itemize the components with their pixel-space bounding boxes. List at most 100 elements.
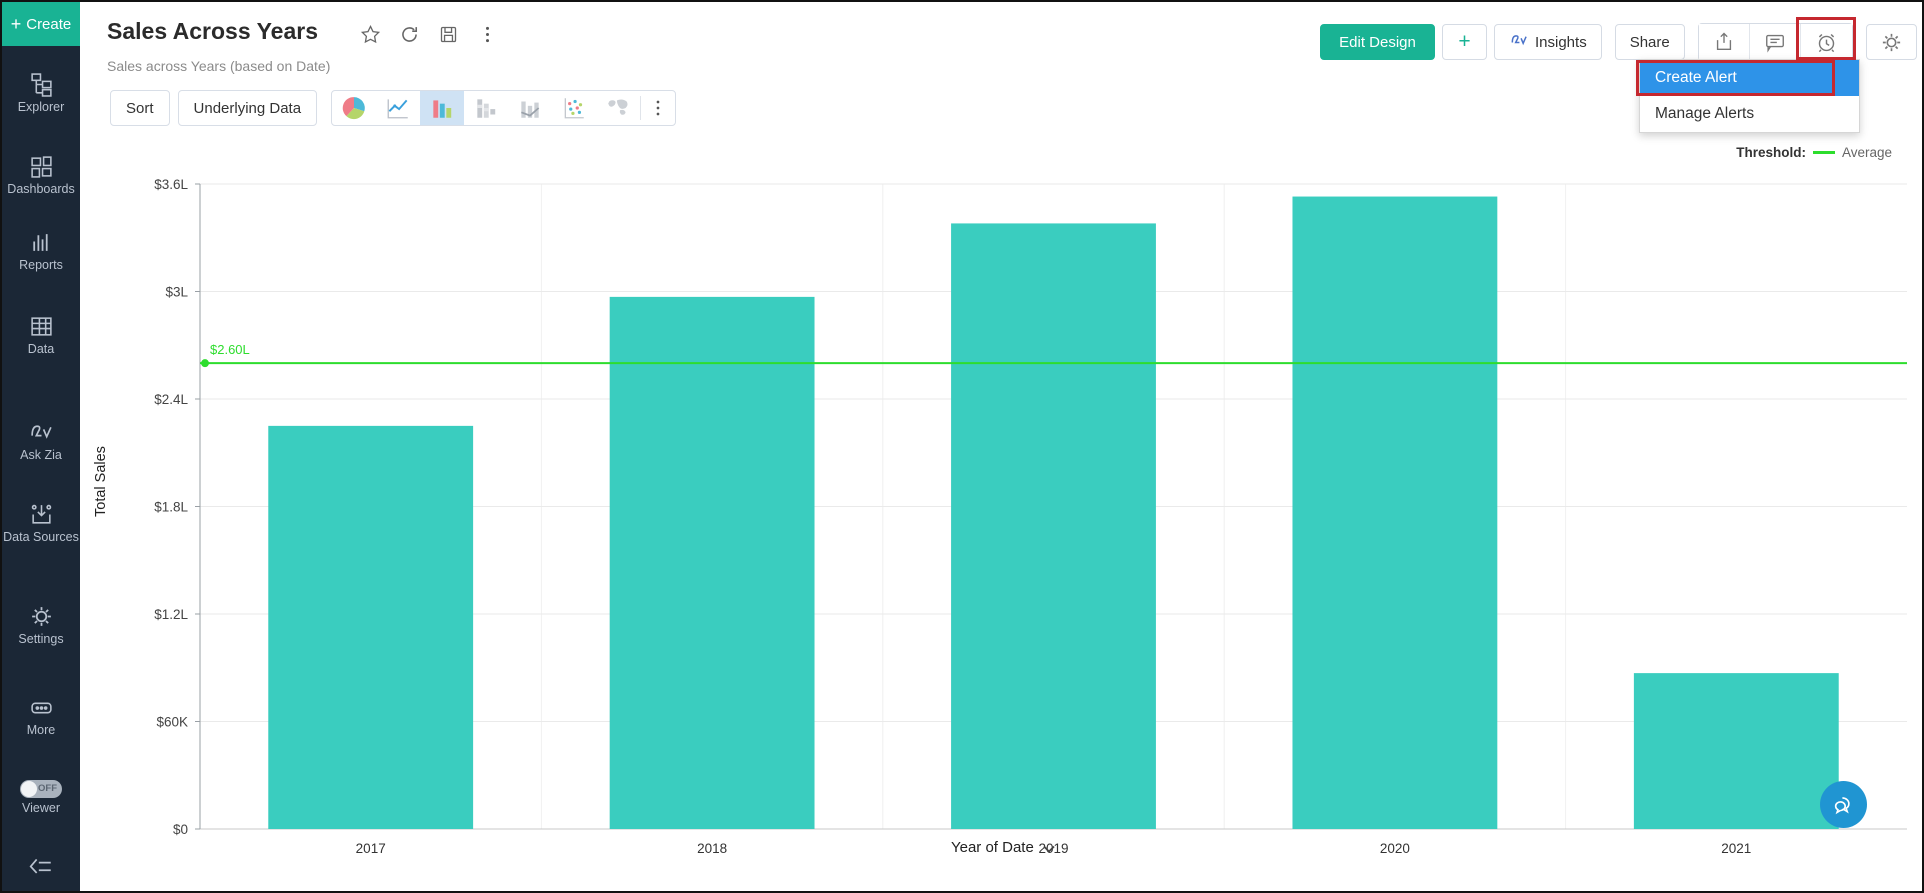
sidebar-item-label: Data (27, 342, 55, 356)
svg-text:$1.2L: $1.2L (154, 607, 188, 622)
sidebar-item-reports[interactable]: Reports (2, 230, 80, 272)
stacked-bar-icon (477, 99, 496, 118)
svg-text:$60K: $60K (156, 715, 188, 730)
svg-text:$2.4L: $2.4L (154, 392, 188, 407)
sidebar-item-label: Reports (19, 258, 63, 272)
data-sources-icon (2, 502, 80, 527)
chart-panel: Threshold: Average Total Sales $0 $60K $1.… (93, 137, 1910, 887)
divider (640, 96, 642, 120)
chevron-down-icon (1043, 845, 1055, 853)
svg-text:2020: 2020 (1380, 841, 1410, 856)
svg-text:$3.6L: $3.6L (154, 177, 188, 192)
kebab-menu-icon[interactable] (477, 24, 498, 50)
legend-threshold-swatch (1812, 151, 1835, 154)
svg-text:$3L: $3L (165, 285, 188, 300)
more-ellipsis-icon (2, 695, 80, 720)
line-chart-icon (387, 99, 408, 119)
y-axis-title: Total Sales (93, 446, 109, 517)
sidebar-item-label: Data Sources (3, 530, 79, 544)
map-icon (608, 99, 628, 115)
edit-design-button[interactable]: Edit Design (1320, 24, 1435, 60)
settings-button[interactable] (1865, 24, 1917, 60)
bar-chart[interactable]: $0 $60K $1.2L $1.8L $2.4L $3L $3.6L 2017 2018 201… (97, 137, 1910, 887)
x-axis-title[interactable]: Year of Date (97, 839, 1910, 856)
chart-type-bar[interactable] (420, 91, 465, 125)
threshold-legend: Threshold: Average (1736, 145, 1892, 160)
plus-icon: + (10, 14, 22, 34)
sidebar-item-explorer[interactable]: Explorer (2, 72, 80, 114)
insights-label: Insights (1535, 33, 1587, 51)
comments-button[interactable] (1749, 24, 1801, 60)
combo-chart-icon (521, 101, 540, 118)
legend-entry: Average (1841, 145, 1892, 160)
export-icon (1716, 32, 1731, 51)
legend-label: Threshold: (1736, 145, 1806, 160)
svg-text:$2.60L: $2.60L (210, 342, 250, 357)
sidebar-item-settings[interactable]: Settings (2, 604, 80, 646)
comment-icon (1765, 34, 1784, 53)
sidebar-item-label: Ask Zia (20, 448, 62, 462)
chart-type-more[interactable] (641, 91, 675, 125)
chart-type-switcher (331, 90, 677, 126)
settings-gear-icon (1882, 33, 1900, 51)
viewer-toggle-item: OFF Viewer (2, 780, 80, 815)
svg-text:$0: $0 (173, 822, 188, 837)
menu-item-manage-alerts[interactable]: Manage Alerts (1655, 105, 1755, 122)
svg-text:2018: 2018 (697, 841, 727, 856)
sidebar: + Create Explorer Dashboards Reports (2, 2, 80, 891)
dashboards-grid-icon (2, 154, 80, 179)
add-button[interactable]: + (1442, 24, 1487, 60)
sidebar-item-label: Explorer (17, 100, 65, 114)
create-button-label: Create (26, 15, 72, 33)
chat-bubbles-icon (1834, 796, 1850, 814)
explorer-tree-icon (2, 72, 80, 97)
refresh-icon[interactable] (399, 24, 420, 50)
insights-button[interactable]: Insights (1494, 24, 1602, 60)
save-icon[interactable] (438, 24, 459, 50)
viewer-label: Viewer (22, 801, 60, 815)
chart-type-stacked-bar[interactable] (464, 91, 508, 125)
zia-icon (2, 420, 80, 445)
sort-button[interactable]: Sort (110, 90, 170, 126)
create-button[interactable]: + Create (2, 2, 80, 46)
share-button[interactable]: Share (1614, 24, 1685, 60)
alerts-button[interactable] (1800, 24, 1852, 60)
kebab-menu-icon (656, 100, 660, 116)
chart-type-map[interactable] (596, 91, 640, 125)
chart-type-pie[interactable] (332, 91, 376, 125)
gear-icon (2, 604, 80, 629)
svg-text:$1.8L: $1.8L (154, 500, 188, 515)
bar-chart-icon (433, 100, 452, 118)
chart-type-line[interactable] (376, 91, 420, 125)
toggle-knob (21, 781, 37, 797)
page-title: Sales Across Years (107, 18, 318, 44)
svg-text:2017: 2017 (356, 841, 386, 856)
svg-text:2019: 2019 (1038, 841, 1068, 856)
sidebar-item-data-sources[interactable]: Data Sources (2, 502, 80, 544)
alerts-dropdown: Create Alert Manage Alerts (1639, 59, 1860, 133)
sidebar-item-more[interactable]: More (2, 695, 80, 737)
zia-insights-icon (1509, 30, 1529, 54)
svg-text:2021: 2021 (1721, 841, 1751, 856)
sidebar-item-dashboards[interactable]: Dashboards (2, 154, 80, 196)
sidebar-item-data[interactable]: Data (2, 314, 80, 356)
underlying-data-button[interactable]: Underlying Data (177, 90, 318, 126)
chart-type-scatter[interactable] (552, 91, 596, 125)
sidebar-item-label: Dashboards (7, 182, 75, 196)
toggle-state-label: OFF (38, 783, 57, 794)
x-axis-title-text: Year of Date (950, 839, 1034, 856)
scatter-plot-icon (564, 98, 584, 119)
alarm-clock-icon (1818, 33, 1834, 52)
reports-bars-icon (2, 230, 80, 255)
favorite-star-icon[interactable] (360, 24, 381, 50)
sidebar-item-label: More (26, 723, 56, 737)
export-button[interactable] (1698, 24, 1750, 60)
sidebar-item-ask-zia[interactable]: Ask Zia (2, 420, 80, 462)
chart-type-combo[interactable] (508, 91, 552, 125)
zia-chat-button[interactable] (1820, 781, 1867, 828)
menu-item-create-alert[interactable]: Create Alert (1640, 60, 1859, 96)
page-subtitle: Sales across Years (based on Date) (107, 58, 331, 74)
sidebar-collapse[interactable] (2, 854, 80, 880)
viewer-toggle[interactable]: OFF (20, 780, 62, 798)
data-table-icon (2, 314, 80, 339)
